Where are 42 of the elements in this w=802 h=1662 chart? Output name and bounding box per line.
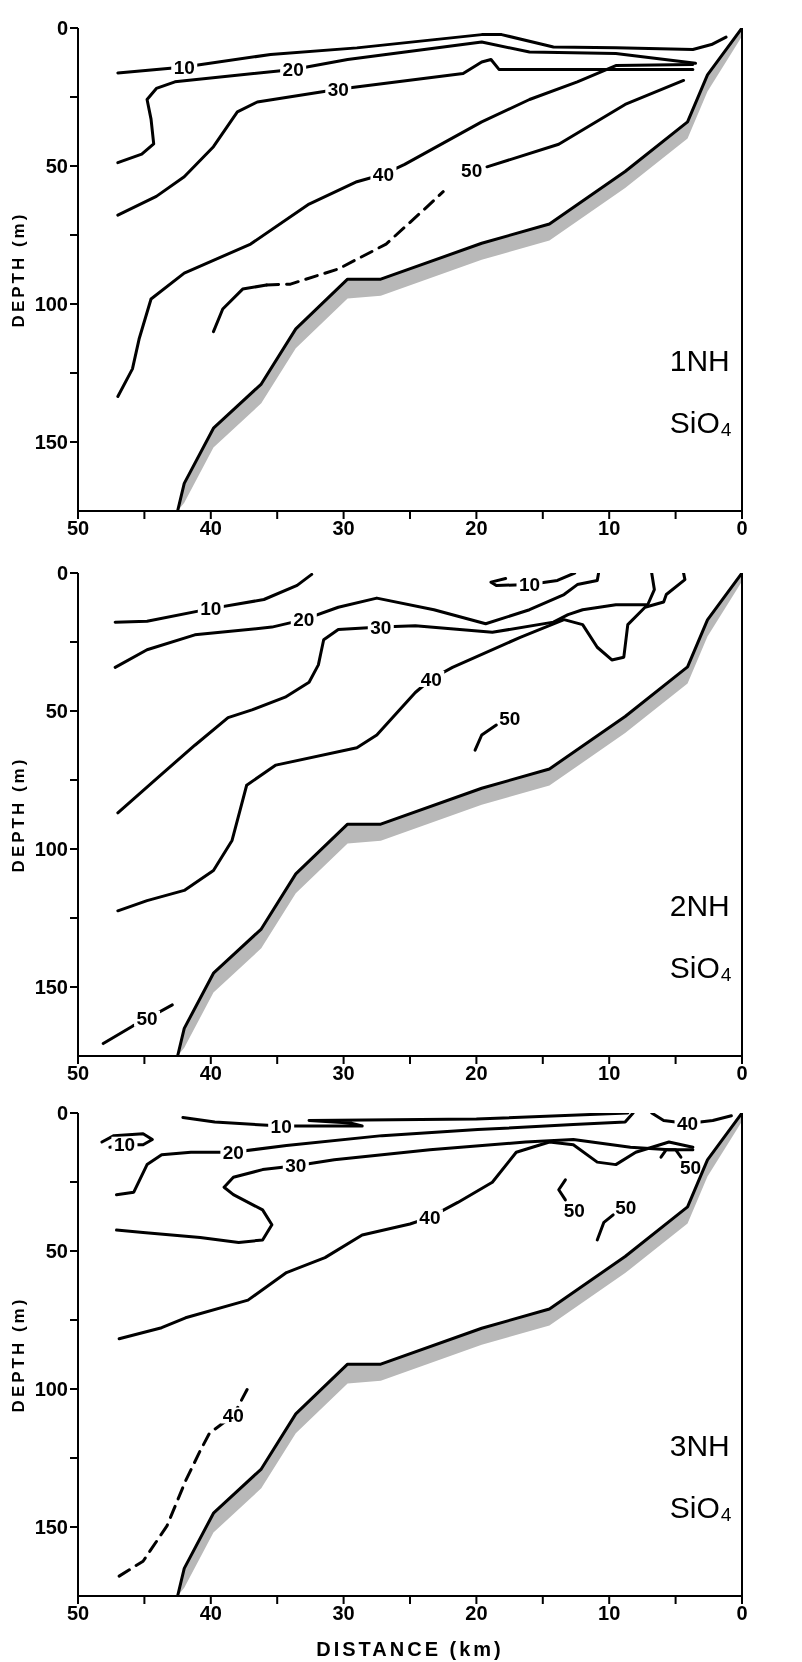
- y-axis-title: DEPTH (m): [9, 756, 29, 873]
- annotation: 50: [563, 1200, 585, 1222]
- x-tick-label: 30: [332, 517, 355, 540]
- x-tick-label: 40: [199, 1062, 222, 1085]
- x-tick-label: 20: [465, 1062, 488, 1085]
- annotation: SiO₄: [669, 950, 732, 986]
- annotation: SiO₄: [669, 405, 732, 441]
- annotation: 50: [615, 1196, 637, 1218]
- annotation: 50: [679, 1157, 702, 1179]
- x-tick-label: 10: [598, 1602, 621, 1625]
- y-tick-label: 150: [34, 431, 68, 454]
- y-tick-label: 0: [56, 1102, 68, 1125]
- x-tick-label: 30: [332, 1062, 355, 1085]
- x-tick-label: 10: [598, 1062, 621, 1085]
- y-tick-label: 50: [45, 1240, 68, 1263]
- x-tick-label: 0: [736, 517, 748, 540]
- annotation: 3NH: [669, 1428, 731, 1464]
- annotation: SiO₄: [669, 1490, 732, 1526]
- y-tick-label: 100: [34, 1378, 68, 1401]
- y-tick-label: 100: [34, 838, 68, 861]
- y-tick-label: 50: [45, 155, 68, 178]
- y-tick-label: 150: [34, 1516, 68, 1539]
- y-tick-label: 50: [45, 700, 68, 723]
- y-tick-label: 0: [56, 17, 68, 40]
- annotation: 50: [461, 160, 483, 182]
- y-tick-label: 100: [34, 293, 68, 316]
- annotation: 2NH: [669, 888, 731, 924]
- y-axis-title: DEPTH (m): [9, 211, 29, 328]
- x-axis-title: DISTANCE (km): [316, 1638, 504, 1660]
- y-axis-title: DEPTH (m): [9, 1296, 29, 1413]
- annotation: 1NH: [669, 343, 731, 379]
- x-tick-label: 40: [199, 1602, 222, 1625]
- x-tick-label: 30: [332, 1602, 355, 1625]
- annotation: 50: [499, 707, 521, 729]
- x-tick-label: 20: [465, 1602, 488, 1625]
- x-tick-label: 40: [199, 517, 222, 540]
- y-tick-label: 150: [34, 976, 68, 999]
- x-tick-label: 10: [598, 517, 621, 540]
- x-tick-label: 0: [736, 1062, 748, 1085]
- x-tick-label: 20: [465, 517, 488, 540]
- x-tick-label: 0: [736, 1602, 748, 1625]
- y-tick-label: 0: [56, 562, 68, 585]
